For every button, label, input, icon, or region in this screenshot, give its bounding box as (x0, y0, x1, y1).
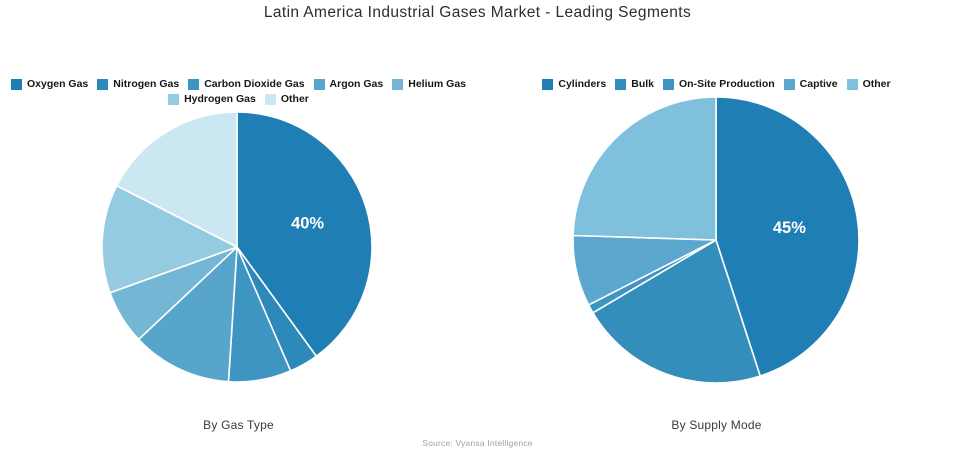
legend-swatch-icon (168, 94, 180, 105)
legend-item-on-site-production[interactable]: On-Site Production (663, 78, 775, 91)
caption-supply-mode: By Supply Mode (671, 418, 762, 432)
legend-item-cylinders[interactable]: Cylinders (542, 78, 606, 91)
pie-slice-cylinders[interactable] (715, 96, 860, 377)
legend-swatch-icon (663, 79, 674, 90)
legend-swatch-icon (783, 79, 795, 90)
pie-slice-argon-gas[interactable] (137, 246, 238, 383)
legend-swatch-icon (188, 79, 200, 90)
legend-swatch-icon (97, 79, 109, 90)
legend-swatch-icon (392, 79, 404, 90)
legend-label: Carbon Dioxide Gas (204, 78, 305, 90)
legend-swatch-icon (264, 94, 276, 105)
legend-swatch-icon (615, 79, 627, 90)
legend-item-nitrogen-gas[interactable]: Nitrogen Gas (97, 78, 179, 91)
legend-item-hydrogen-gas[interactable]: Hydrogen Gas (168, 93, 256, 106)
legend-supply-mode: Cylinders Bulk On-Site Production Captive Ot… (478, 78, 955, 91)
legend-swatch-icon (846, 79, 858, 90)
legend-label: Other (280, 93, 309, 105)
legend-label: Hydrogen Gas (184, 93, 256, 105)
legend-label: Bulk (631, 78, 654, 90)
legend-gas-type: Oxygen Gas Nitrogen Gas Carbon Dioxide Gas… (0, 78, 477, 106)
slice-percent-label: 40% (291, 214, 324, 232)
pie-chart-gas-type: 40% (101, 111, 373, 383)
legend-label: Oxygen Gas (26, 78, 89, 90)
legend-label: Captive (799, 78, 838, 90)
legend-item-helium-gas[interactable]: Helium Gas (392, 78, 466, 91)
pie-slice-bulk[interactable] (592, 239, 761, 384)
legend-item-bulk[interactable]: Bulk (615, 78, 654, 91)
legend-swatch-icon (313, 79, 325, 90)
legend-swatch-icon (10, 79, 22, 90)
pie-slice-oxygen-gas[interactable] (236, 111, 373, 358)
legend-swatch-icon (542, 79, 554, 90)
legend-label: On-Site Production (679, 78, 775, 90)
chart-title: Latin America Industrial Gases Market - … (263, 4, 692, 21)
legend-label: Nitrogen Gas (113, 78, 180, 90)
source-attribution: Source: Vyansa Intelligence (422, 438, 533, 448)
pie-slice-other[interactable] (572, 96, 717, 241)
pie-slice-hydrogen-gas[interactable] (101, 184, 238, 294)
pie-chart-supply-mode: 45% (572, 96, 860, 384)
legend-label: Other (862, 78, 891, 90)
legend-item-other[interactable]: Other (846, 78, 891, 91)
legend-label: Helium Gas (408, 78, 467, 90)
legend-label: Cylinders (558, 78, 607, 90)
legend-item-argon-gas[interactable]: Argon Gas (313, 78, 384, 91)
legend-item-carbon-dioxide-gas[interactable]: Carbon Dioxide Gas (188, 78, 305, 91)
pie-slice-other[interactable] (115, 111, 238, 248)
legend-item-other[interactable]: Other (264, 93, 309, 106)
caption-gas-type: By Gas Type (203, 418, 274, 432)
legend-label: Argon Gas (329, 78, 384, 90)
legend-item-oxygen-gas[interactable]: Oxygen Gas (10, 78, 89, 91)
legend-item-captive[interactable]: Captive (783, 78, 838, 91)
slice-percent-label: 45% (773, 219, 806, 237)
